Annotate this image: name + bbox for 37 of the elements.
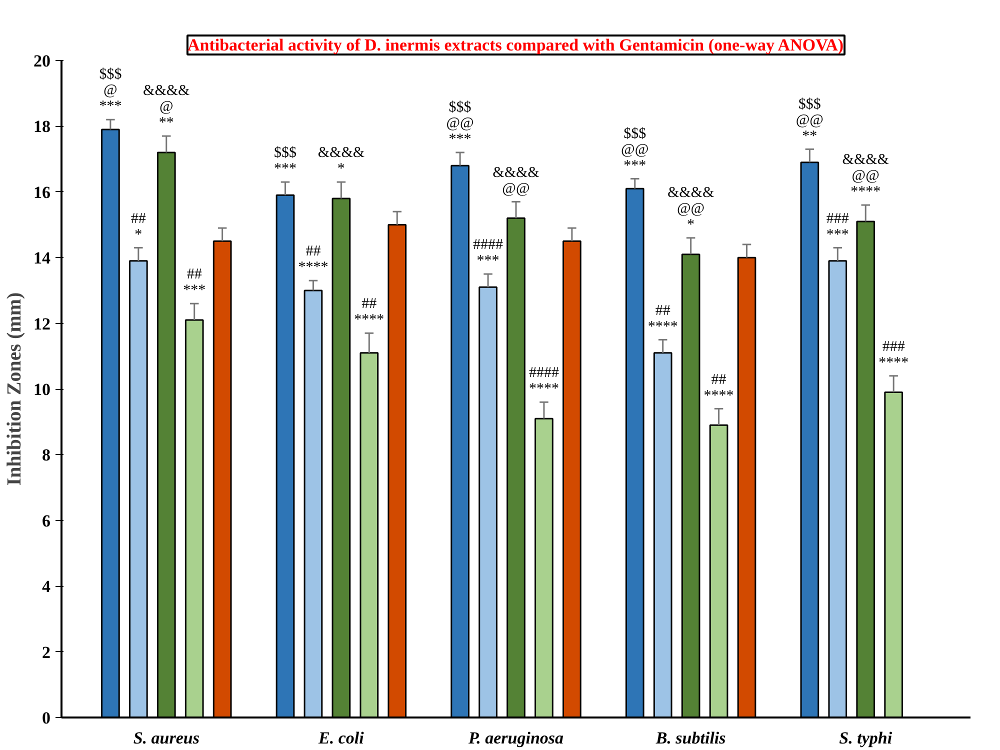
x-tick-label: S. aureus — [133, 728, 200, 748]
data-label: &&&& @ ** — [143, 83, 190, 132]
data-label: ## **** — [648, 302, 678, 335]
data-label: $$$ *** — [274, 145, 298, 178]
data-label: #### *** — [473, 237, 504, 270]
data-label: &&&& @@ * — [667, 184, 714, 233]
y-tick-label: 4 — [42, 577, 51, 596]
data-label: $$$ @@ *** — [446, 100, 474, 148]
y-tick-label: 14 — [34, 248, 51, 268]
x-tick-label: S. typhi — [839, 728, 892, 748]
x-tick-label: E. coli — [318, 728, 364, 748]
data-label: &&&& @@ **** — [842, 152, 890, 200]
y-tick-label: 20 — [34, 52, 50, 70]
y-tick-label: 6 — [42, 511, 50, 530]
data-label: &&&& * — [318, 145, 365, 178]
x-tick-label: B. subtilis — [654, 728, 726, 748]
data-label: ## * — [130, 210, 146, 243]
y-tick-label: 10 — [34, 380, 50, 399]
data-label: #### **** — [528, 365, 560, 398]
data-label: $$$ @ *** — [99, 66, 122, 115]
data-label: ## **** — [354, 296, 384, 328]
y-tick-label: 2 — [42, 642, 50, 662]
data-label: $$$ @@ ** — [796, 96, 824, 144]
y-tick-label: 12 — [34, 314, 50, 334]
y-tick-label: 16 — [34, 182, 50, 202]
data-label: ## *** — [183, 266, 206, 299]
y-tick-label: 8 — [42, 446, 50, 465]
data-label: ## **** — [298, 244, 328, 276]
y-tick-label: 18 — [34, 117, 50, 136]
data-label: ### *** — [826, 210, 850, 243]
data-label: $$$ @@ *** — [621, 126, 649, 174]
x-tick-label: P. aeruginosa — [467, 728, 564, 748]
y-axis-title: Inhibition Zones (mm) — [4, 292, 26, 486]
data-label: &&&& @@ — [492, 164, 540, 197]
data-label: ### **** — [878, 338, 909, 371]
data-label: ## **** — [704, 372, 734, 404]
y-tick-label: 0 — [42, 708, 50, 728]
